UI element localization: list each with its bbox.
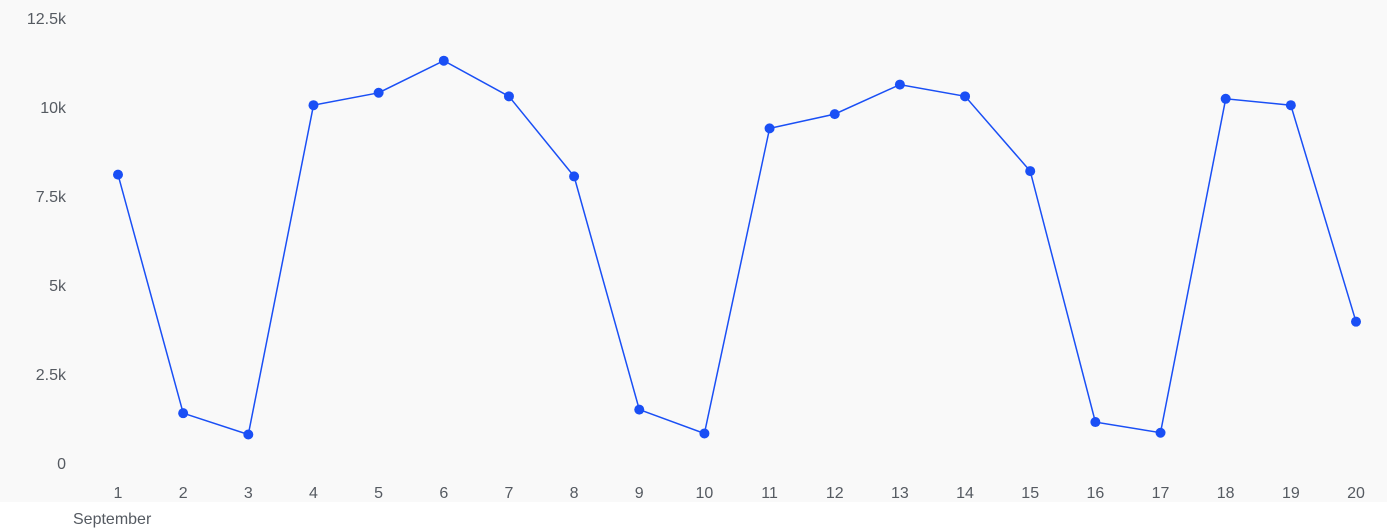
x-tick-label: 17 [1152,485,1170,502]
x-tick-label: 9 [635,485,644,502]
data-point[interactable] [113,169,123,180]
data-point[interactable] [569,171,580,182]
x-tick-label: 2 [179,485,188,502]
x-tick-label: 4 [309,485,318,502]
data-point[interactable] [764,123,775,134]
y-tick-label: 2.5k [36,367,67,384]
data-point[interactable] [503,91,514,102]
data-point[interactable] [1025,166,1036,177]
x-tick-label: 3 [244,485,253,502]
x-tick-label: 6 [439,485,448,502]
x-axis: 1 2 3 4 5 6 7 8 9 10 11 12 13 14 15 16 17 18 19 20 [114,485,1365,502]
y-tick-label: 7.5k [36,189,67,206]
x-tick-label: 5 [374,485,383,502]
data-point[interactable] [960,91,971,102]
series-line [117,59,1357,436]
y-tick-label: 10k [40,100,67,117]
x-axis-sublabel: September [73,511,152,528]
data-point[interactable] [1351,316,1361,327]
data-point[interactable] [438,55,449,66]
plot-area [0,0,1387,502]
data-point[interactable] [634,404,645,415]
x-tick-label: 12 [826,485,844,502]
x-tick-label: 13 [891,485,909,502]
x-tick-label: 10 [696,485,714,502]
y-tick-label: 5k [49,278,67,295]
x-tick-label: 18 [1217,485,1235,502]
data-point[interactable] [373,87,384,98]
x-tick-label: 7 [504,485,513,502]
data-point[interactable] [829,109,840,120]
data-point[interactable] [178,408,189,419]
x-tick-label: 11 [761,485,778,502]
y-tick-label: 12.5k [27,11,67,28]
x-tick-label: 15 [1021,485,1039,502]
data-point[interactable] [1285,100,1296,111]
series-group [113,55,1361,440]
x-tick-label: 14 [956,485,974,502]
y-tick-label: 0 [57,456,66,473]
data-point[interactable] [243,429,254,440]
x-tick-label: 16 [1086,485,1104,502]
data-point[interactable] [894,79,905,90]
x-tick-label: 19 [1282,485,1300,502]
x-tick-label: 1 [114,485,123,502]
data-point[interactable] [1090,417,1101,428]
data-point[interactable] [1155,427,1166,438]
x-tick-label: 20 [1347,485,1365,502]
data-point[interactable] [699,428,710,439]
y-axis: 0 2.5k 5k 7.5k 10k 12.5k [27,11,67,473]
data-point[interactable] [308,100,319,111]
x-tick-label: 8 [570,485,579,502]
data-point[interactable] [1220,93,1231,104]
